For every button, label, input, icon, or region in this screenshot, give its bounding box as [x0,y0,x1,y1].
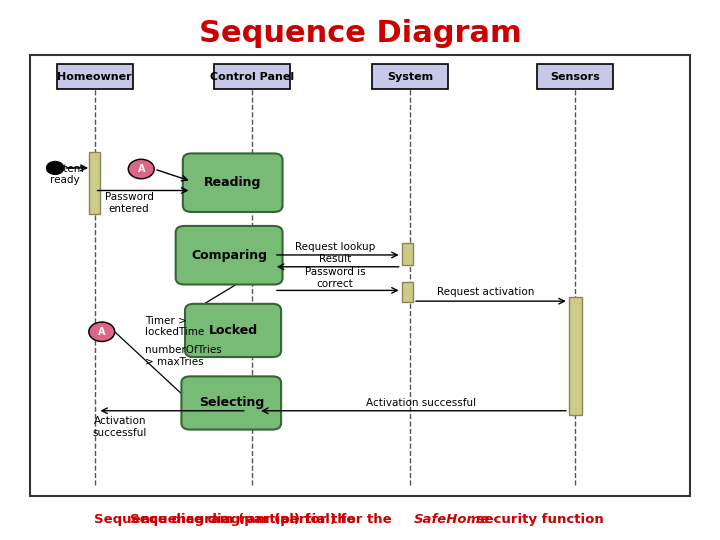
FancyBboxPatch shape [537,64,613,89]
Text: Activation successful: Activation successful [366,397,476,408]
FancyBboxPatch shape [181,376,281,429]
Circle shape [128,159,154,179]
FancyBboxPatch shape [402,243,413,265]
Text: Selecting: Selecting [199,396,264,409]
FancyBboxPatch shape [247,232,258,278]
Text: Sequence diagram (partial) for the: Sequence diagram (partial) for the [130,513,396,526]
Text: SafeHome: SafeHome [414,513,490,526]
Text: Sequence Diagram: Sequence Diagram [199,19,521,48]
FancyBboxPatch shape [185,304,281,357]
Text: A: A [138,164,145,174]
Text: security function: security function [472,513,603,526]
FancyBboxPatch shape [372,64,449,89]
Text: Password is
correct: Password is correct [305,267,365,289]
Text: Request activation: Request activation [437,287,534,297]
Text: Sensors: Sensors [550,72,600,82]
FancyBboxPatch shape [30,55,690,496]
FancyBboxPatch shape [183,153,282,212]
Text: Password
entered: Password entered [104,192,153,214]
Text: Sequence diagram (partial) for the: Sequence diagram (partial) for the [94,514,360,526]
Circle shape [89,322,114,341]
FancyBboxPatch shape [57,64,132,89]
Text: Request lookup: Request lookup [294,242,375,252]
FancyBboxPatch shape [402,282,413,302]
Text: A: A [98,327,106,337]
Text: Activation
successful: Activation successful [93,416,147,438]
Circle shape [47,161,64,174]
Text: Locked: Locked [209,324,258,337]
Text: Control Panel: Control Panel [210,72,294,82]
Text: numberOfTries
> maxTries: numberOfTries > maxTries [145,345,222,367]
FancyBboxPatch shape [176,226,282,285]
Text: Result: Result [319,254,351,264]
Text: Reading: Reading [204,176,261,189]
Text: Timer >
lockedTime: Timer > lockedTime [145,315,204,337]
FancyBboxPatch shape [569,297,582,415]
FancyBboxPatch shape [247,157,258,203]
Text: Comparing: Comparing [191,249,267,262]
FancyBboxPatch shape [89,152,100,214]
Text: System: System [387,72,433,82]
FancyBboxPatch shape [215,64,290,89]
Text: Homeowner: Homeowner [58,72,132,82]
Text: System
ready: System ready [45,164,84,185]
